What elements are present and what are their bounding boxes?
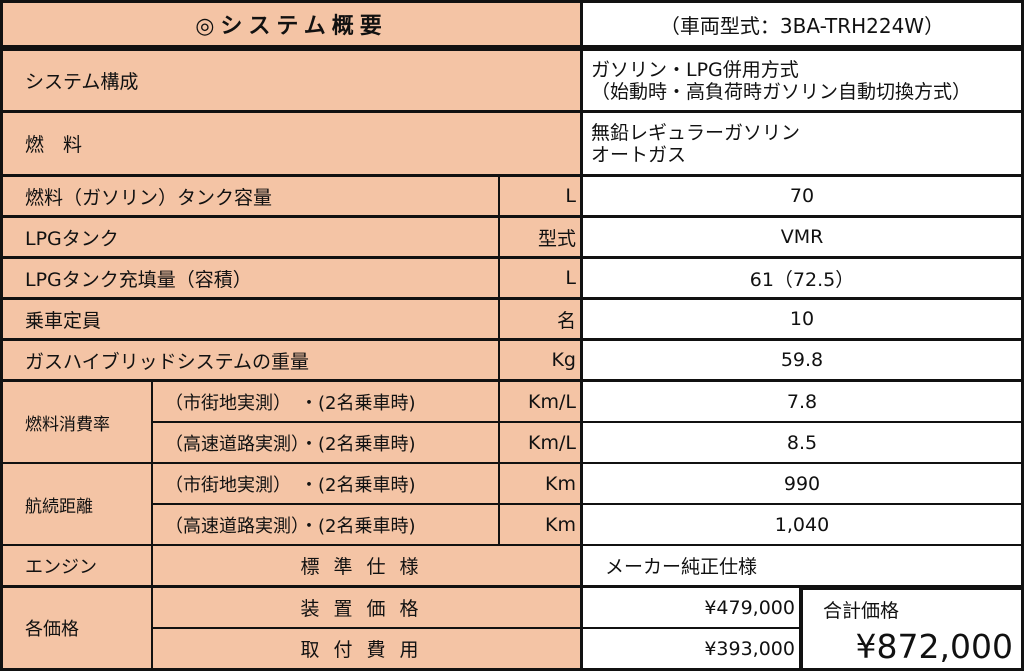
- vehicle-model: （車両型式：3BA-TRH224W）: [583, 3, 1021, 45]
- row-label: LPGタンク充填量（容積）: [3, 259, 498, 297]
- engine-sub: 標準仕様: [153, 546, 580, 585]
- value-line: ガソリン・LPG併用方式: [591, 58, 799, 81]
- condition: （高速道路実測）・(2名乗車時): [153, 423, 498, 462]
- install-cost-label: 取付費用: [153, 629, 580, 668]
- row-value-fuel: 無鉛レギュラーガソリン オートガス: [583, 113, 1021, 174]
- value: 7.8: [583, 382, 1021, 421]
- condition: （市街地実測） ・(2名乗車時): [153, 382, 498, 421]
- row-label-fuel: 燃 料: [3, 113, 580, 174]
- device-price-value: ¥479,000: [583, 588, 799, 627]
- row-value: 61（72.5）: [583, 259, 1021, 297]
- row-value: 59.8: [583, 341, 1021, 379]
- unit: Km: [500, 505, 580, 544]
- total-price-label: 合計価格: [823, 600, 900, 622]
- unit: Km/L: [500, 423, 580, 462]
- value-line: （始動時・高負荷時ガソリン自動切換方式）: [591, 80, 972, 103]
- row-unit: 型式: [500, 218, 580, 256]
- row-unit: L: [500, 259, 580, 297]
- row-value: 10: [583, 300, 1021, 338]
- row-unit: 名: [500, 300, 580, 338]
- fuel-economy-label: 燃料消費率: [3, 382, 151, 462]
- range-label: 航続距離: [3, 464, 151, 544]
- table-title: ◎システム概要: [3, 3, 580, 45]
- row-label-system: システム構成: [3, 51, 580, 110]
- value-line: オートガス: [591, 143, 687, 166]
- row-value: 70: [583, 177, 1021, 215]
- condition: （市街地実測） ・(2名乗車時): [153, 464, 498, 503]
- unit: Km/L: [500, 382, 580, 421]
- value: 1,040: [583, 505, 1021, 544]
- total-price-box: 合計価格 ¥872,000: [803, 590, 1021, 668]
- row-label: 乗車定員: [3, 300, 498, 338]
- prices-label: 各価格: [3, 588, 151, 668]
- total-price-value: ¥872,000: [855, 627, 1013, 666]
- row-label: 燃料（ガソリン）タンク容量: [3, 177, 498, 215]
- value: 8.5: [583, 423, 1021, 462]
- row-value-system: ガソリン・LPG併用方式 （始動時・高負荷時ガソリン自動切換方式）: [583, 51, 1021, 110]
- condition: （高速道路実測）・(2名乗車時): [153, 505, 498, 544]
- engine-value: メーカー純正仕様: [583, 546, 1021, 585]
- install-cost-value: ¥393,000: [583, 629, 799, 668]
- row-label: ガスハイブリッドシステムの重量: [3, 341, 498, 379]
- row-value: VMR: [583, 218, 1021, 256]
- device-price-label: 装置価格: [153, 588, 580, 627]
- unit: Km: [500, 464, 580, 503]
- value-line: 無鉛レギュラーガソリン: [591, 121, 801, 144]
- value: 990: [583, 464, 1021, 503]
- row-unit: Kg: [500, 341, 580, 379]
- engine-label: エンジン: [3, 546, 151, 585]
- row-unit: L: [500, 177, 580, 215]
- row-label: LPGタンク: [3, 218, 498, 256]
